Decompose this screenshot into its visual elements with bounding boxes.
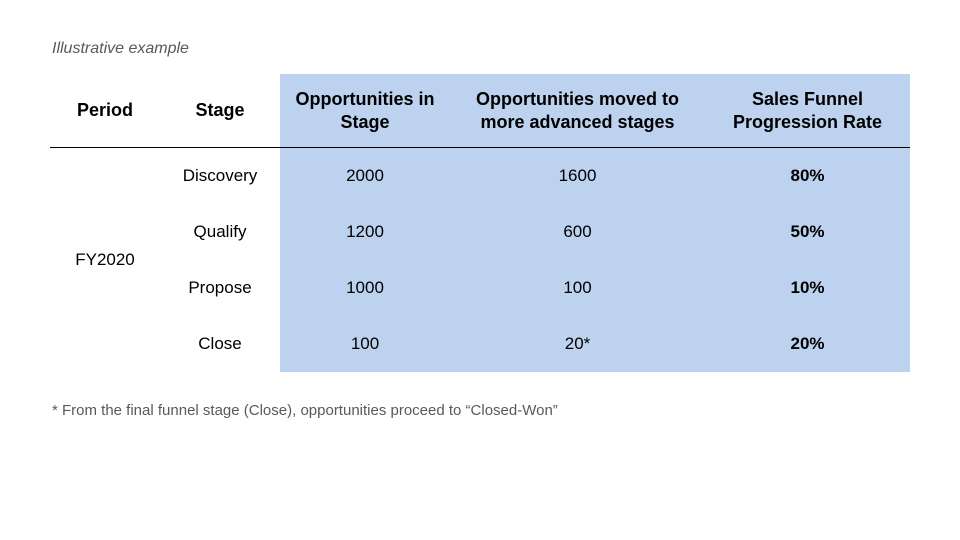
- rate-cell: 50%: [705, 204, 910, 260]
- stage-cell: Close: [160, 316, 280, 372]
- stage-cell: Propose: [160, 260, 280, 316]
- table-row: FY2020 Discovery 2000 1600 80%: [50, 148, 910, 205]
- period-cell: FY2020: [50, 148, 160, 373]
- footnote: * From the final funnel stage (Close), o…: [52, 402, 910, 419]
- opp-in-stage-cell: 2000: [280, 148, 450, 205]
- rate-cell: 10%: [705, 260, 910, 316]
- table-row: Propose 1000 100 10%: [50, 260, 910, 316]
- page-container: Illustrative example Period Stage Opport…: [0, 0, 960, 419]
- col-rate-header: Sales Funnel Progression Rate: [705, 74, 910, 148]
- col-period-header: Period: [50, 74, 160, 148]
- col-opp-in-stage-header: Opportunities in Stage: [280, 74, 450, 148]
- table-caption: Illustrative example: [52, 40, 910, 58]
- stage-cell: Discovery: [160, 148, 280, 205]
- table-row: Qualify 1200 600 50%: [50, 204, 910, 260]
- table-header-row: Period Stage Opportunities in Stage Oppo…: [50, 74, 910, 148]
- table-row: Close 100 20* 20%: [50, 316, 910, 372]
- opp-in-stage-cell: 100: [280, 316, 450, 372]
- opp-moved-cell: 20*: [450, 316, 705, 372]
- col-opp-moved-header: Opportunities moved to more advanced sta…: [450, 74, 705, 148]
- rate-cell: 20%: [705, 316, 910, 372]
- opp-moved-cell: 600: [450, 204, 705, 260]
- funnel-table: Period Stage Opportunities in Stage Oppo…: [50, 74, 910, 372]
- opp-moved-cell: 1600: [450, 148, 705, 205]
- opp-moved-cell: 100: [450, 260, 705, 316]
- opp-in-stage-cell: 1000: [280, 260, 450, 316]
- col-stage-header: Stage: [160, 74, 280, 148]
- stage-cell: Qualify: [160, 204, 280, 260]
- opp-in-stage-cell: 1200: [280, 204, 450, 260]
- rate-cell: 80%: [705, 148, 910, 205]
